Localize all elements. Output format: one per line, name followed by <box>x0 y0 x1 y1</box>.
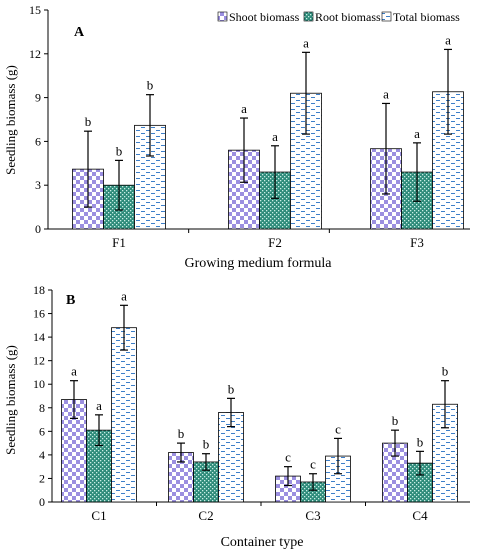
x-tick-label: F3 <box>410 235 424 250</box>
y-tick-label: 4 <box>39 448 45 462</box>
legend: Shoot biomass Root biomass Total biomass <box>217 10 460 24</box>
legend-swatch-shoot <box>217 11 228 22</box>
legend-label-shoot: Shoot biomass <box>229 10 300 24</box>
legend-label-total: Total biomass <box>393 10 460 24</box>
legend-swatch-total <box>381 11 392 22</box>
y-tick-label: 6 <box>39 424 45 438</box>
significance-letter: a <box>383 86 389 101</box>
significance-letter: a <box>121 288 127 303</box>
y-tick-label: 2 <box>39 471 45 485</box>
y-tick-label: 15 <box>29 3 41 17</box>
y-tick-label: 12 <box>33 354 45 368</box>
x-tick-label: C4 <box>412 508 428 523</box>
panel-b-plot: 0 2 4 6 8 10 12 14 16 18 C1 C2 C3 C4 a b c b a b c b a b c b <box>33 283 470 523</box>
significance-letter: b <box>442 364 449 379</box>
y-tick-label: 8 <box>39 401 45 415</box>
panel-a-xlabel: Growing medium formula <box>185 256 333 271</box>
y-tick-label: 0 <box>39 495 45 509</box>
panel-b-xlabel: Container type <box>221 535 304 550</box>
y-tick-label: 12 <box>29 47 41 61</box>
panel-b-ylabel: Seedling biomass (g) <box>3 345 18 455</box>
legend-swatch-root <box>303 11 314 22</box>
panel-a-label: A <box>74 25 85 40</box>
y-tick-label: 14 <box>33 330 45 344</box>
significance-letter: a <box>241 101 247 116</box>
bar-shoot <box>228 149 260 230</box>
significance-letter: a <box>303 35 309 50</box>
significance-letter: b <box>178 426 185 441</box>
significance-letter: c <box>285 450 291 465</box>
significance-letter: a <box>96 398 102 413</box>
significance-letter: b <box>417 434 424 449</box>
y-tick-label: 3 <box>35 178 41 192</box>
y-tick-label: 16 <box>33 307 45 321</box>
significance-letter: b <box>85 114 92 129</box>
significance-letter: b <box>203 437 210 452</box>
significance-letter: a <box>272 129 278 144</box>
significance-letter: b <box>392 413 399 428</box>
significance-letter: b <box>228 381 235 396</box>
y-tick-label: 10 <box>33 377 45 391</box>
significance-letter: c <box>310 457 316 472</box>
significance-letter: b <box>147 78 154 93</box>
panel-b-label: B <box>66 293 75 308</box>
panel-a-plot: 0 3 6 9 12 15 F1 F2 F3 b a a b a a b a a <box>29 3 470 250</box>
y-tick-label: 0 <box>35 222 41 236</box>
bar-total <box>218 412 244 503</box>
significance-letter: b <box>116 143 123 158</box>
x-tick-label: C1 <box>91 508 106 523</box>
x-tick-label: F2 <box>268 235 282 250</box>
panel-a-ylabel: Seedling biomass (g) <box>3 65 18 175</box>
significance-letter: a <box>414 126 420 141</box>
significance-letter: a <box>445 32 451 47</box>
significance-letter: a <box>71 364 77 379</box>
y-tick-label: 18 <box>33 283 45 297</box>
y-tick-label: 9 <box>35 91 41 105</box>
bar-total <box>111 327 137 503</box>
legend-label-root: Root biomass <box>315 10 381 24</box>
x-tick-label: C3 <box>305 508 320 523</box>
y-tick-label: 6 <box>35 134 41 148</box>
x-tick-label: C2 <box>198 508 213 523</box>
significance-letter: c <box>335 421 341 436</box>
x-tick-label: F1 <box>112 235 126 250</box>
